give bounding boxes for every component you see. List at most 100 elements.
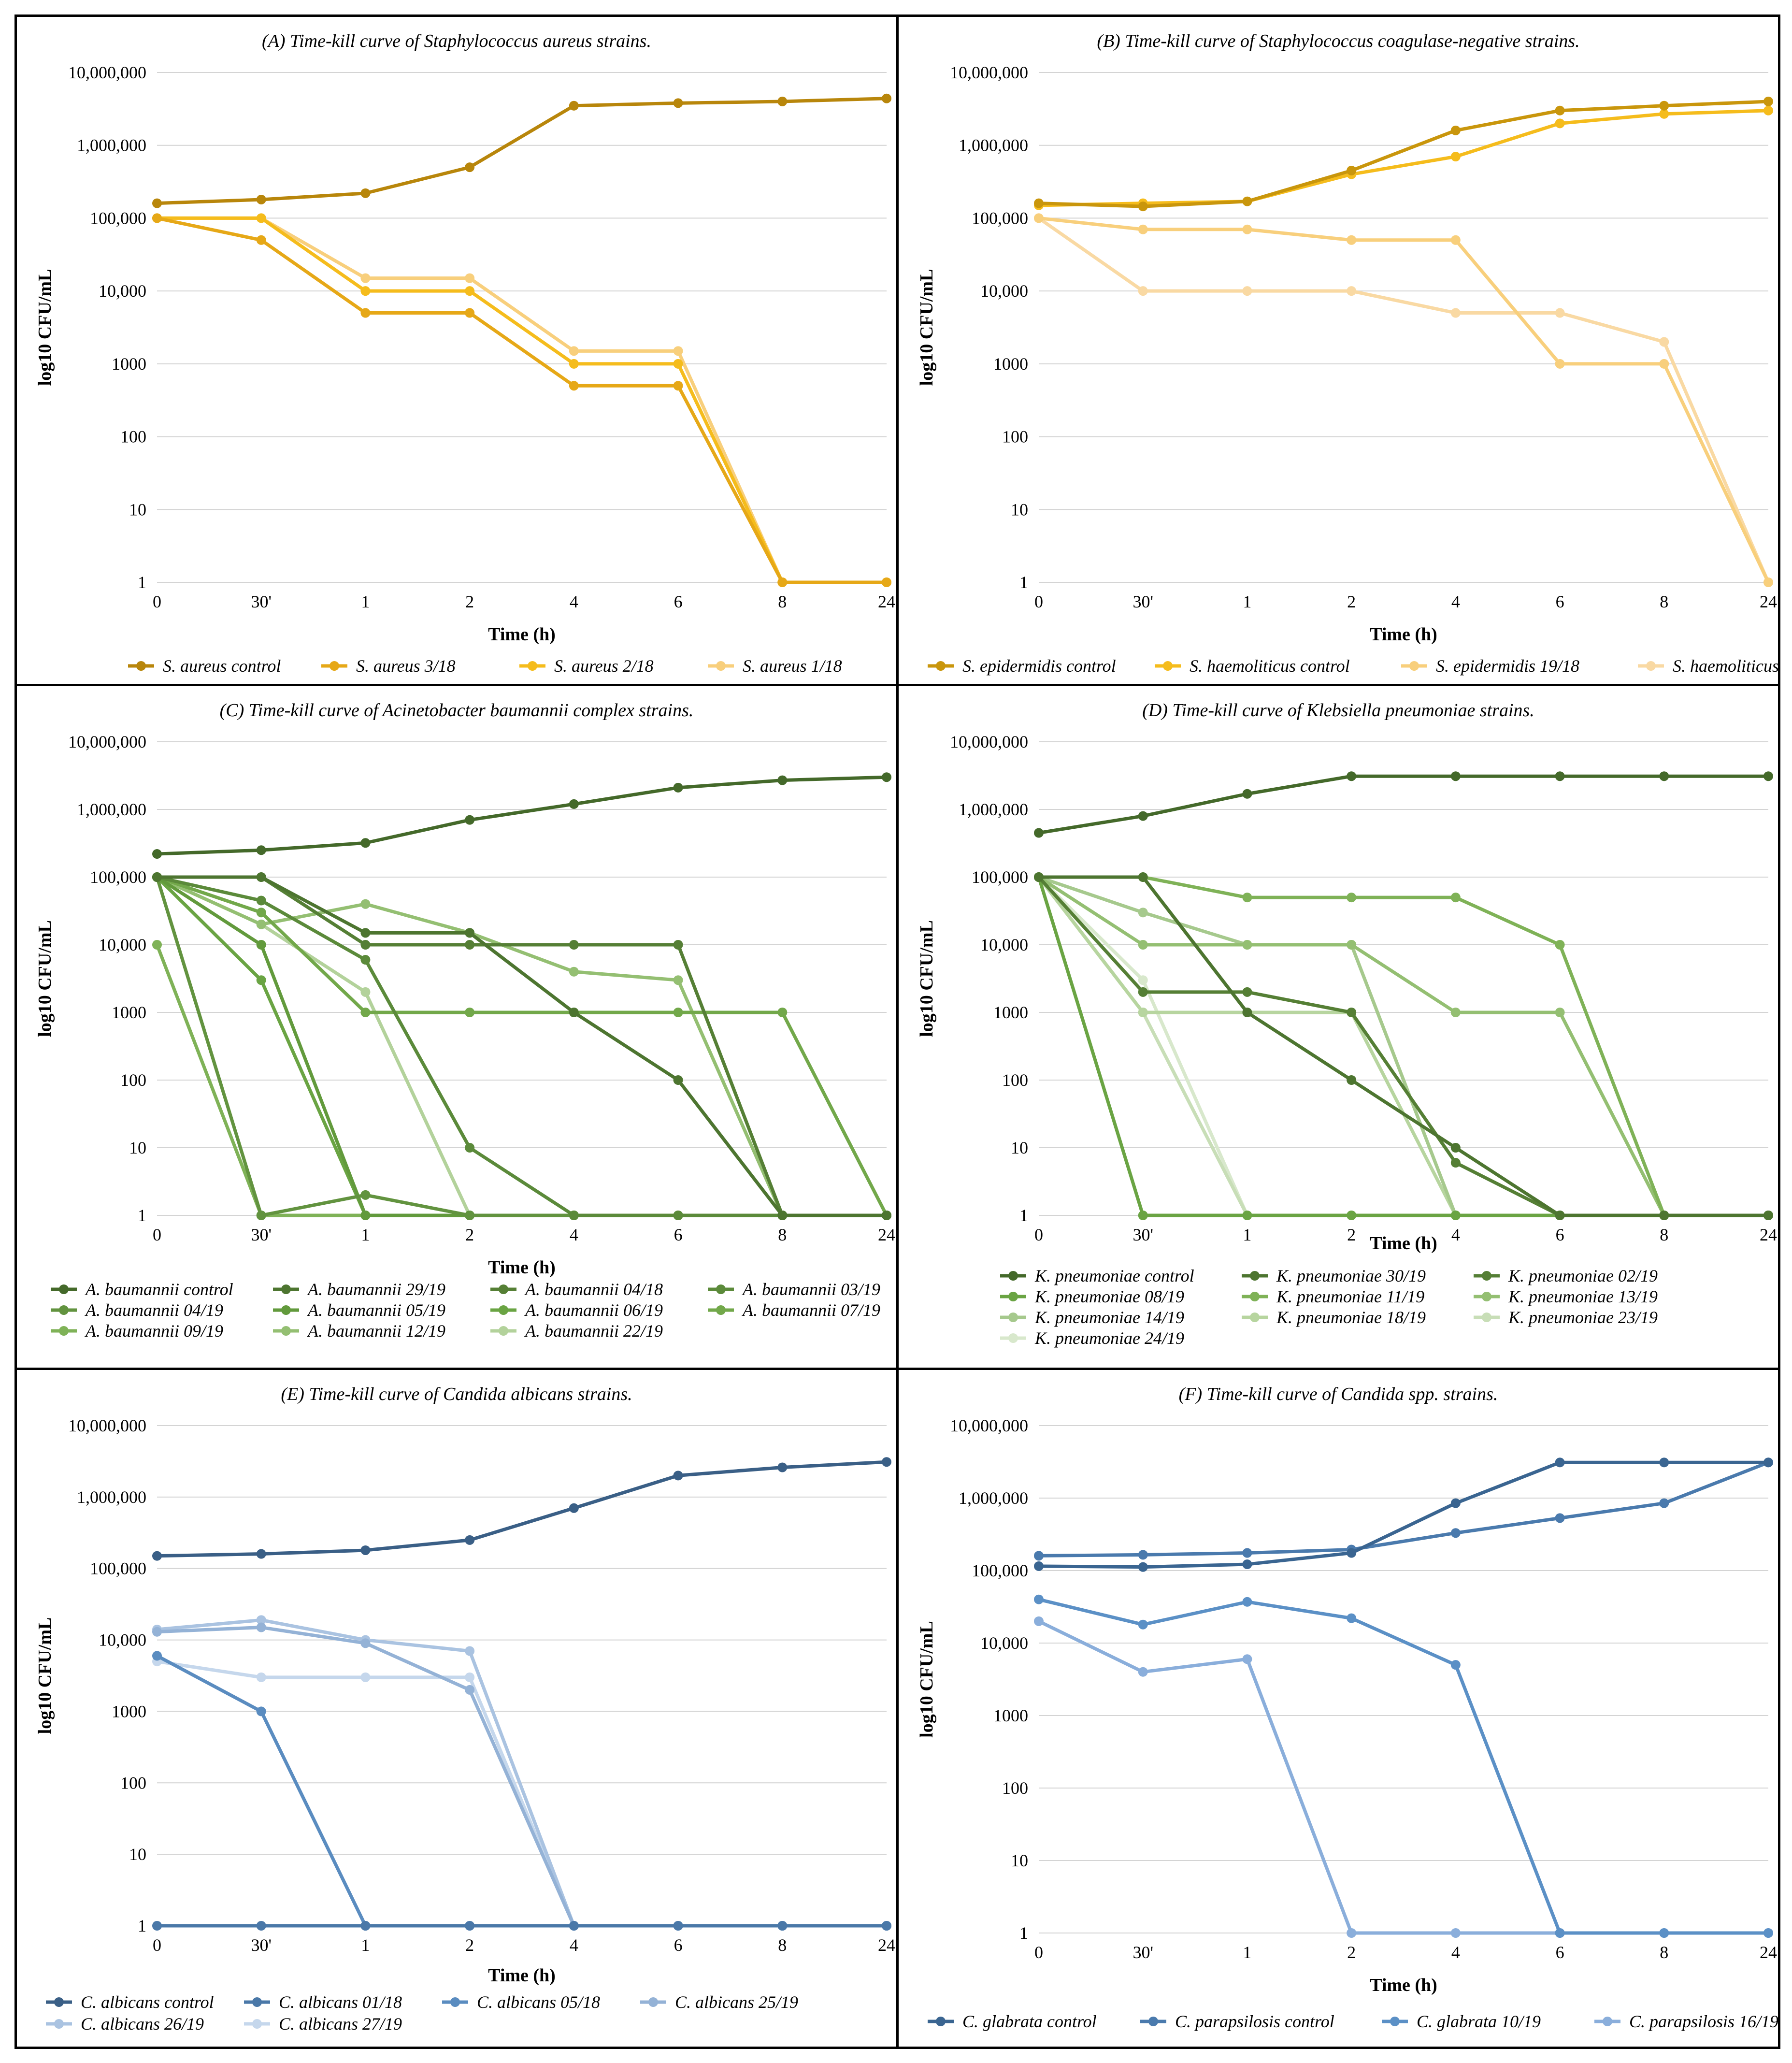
y-tick-label: 100,000	[972, 1561, 1028, 1580]
series-line	[1037, 109, 1770, 207]
legend-swatch-marker	[59, 1326, 69, 1336]
data-point	[1138, 987, 1148, 997]
data-point	[1763, 1457, 1773, 1468]
data-point	[777, 1008, 788, 1017]
data-point	[256, 940, 266, 950]
x-tick-label: 2	[1347, 592, 1356, 611]
data-point	[673, 940, 683, 950]
series-line	[155, 875, 889, 1217]
data-point	[465, 928, 475, 938]
data-point	[569, 1008, 579, 1017]
x-tick-label: 6	[674, 592, 683, 611]
data-point	[1138, 975, 1148, 985]
series-line	[155, 1618, 889, 1928]
x-tick-label: 30'	[1133, 1943, 1153, 1962]
data-point	[569, 381, 579, 391]
x-tick-label: 6	[1556, 1943, 1564, 1962]
data-point	[256, 1921, 266, 1931]
data-point	[465, 1143, 475, 1153]
legend-swatch-marker	[716, 1305, 726, 1315]
series-s-epidermidis-19-18	[1034, 213, 1773, 587]
y-tick-label: 10,000,000	[950, 732, 1028, 751]
data-point	[1347, 940, 1357, 950]
legend-label: S. epidermidis control	[962, 656, 1116, 676]
series-k-pneumoniae-control	[1034, 771, 1773, 838]
x-tick-label: 0	[153, 592, 161, 611]
legend-item: C. albicans 26/19	[46, 2014, 204, 2034]
x-axis-label: Time (h)	[1370, 624, 1437, 645]
data-point	[1659, 109, 1669, 119]
series-line	[1037, 875, 1770, 1217]
data-point	[569, 1211, 579, 1220]
y-tick-label: 10,000,000	[68, 63, 146, 82]
legend-item: C. albicans 25/19	[640, 1992, 798, 2012]
legend-swatch-marker	[1482, 1271, 1491, 1281]
series-a-baumannii-29-19	[152, 872, 891, 1220]
data-point	[256, 235, 266, 245]
data-point	[1659, 1928, 1669, 1938]
x-tick-label: 8	[1660, 592, 1668, 611]
data-point	[1242, 1597, 1252, 1607]
legend-label: C. albicans 27/19	[279, 2014, 402, 2034]
data-point	[1763, 771, 1773, 781]
data-point	[465, 1535, 475, 1545]
chart-title: (E) Time-kill curve of Candida albicans …	[281, 1384, 632, 1404]
chart-title: (C) Time-kill curve of Acinetobacter bau…	[220, 700, 694, 721]
series-line	[155, 216, 889, 584]
y-tick-label: 10,000,000	[950, 63, 1028, 82]
y-tick-label: 1,000,000	[959, 800, 1028, 819]
data-point	[256, 895, 266, 906]
data-point	[1242, 1654, 1252, 1664]
data-point	[1242, 1211, 1252, 1220]
data-point	[1138, 811, 1148, 821]
data-point	[465, 1672, 475, 1682]
y-tick-label: 10,000	[980, 935, 1028, 954]
x-tick-label: 4	[1451, 1225, 1460, 1244]
legend-label: C. parapsilosis 16/19	[1629, 2012, 1778, 2031]
x-tick-label: 8	[778, 1225, 787, 1244]
series-k-pneumoniae-24-19	[1034, 872, 1773, 1220]
legend-item: C. albicans 05/18	[442, 1992, 600, 2012]
series-s-epidermidis-control	[1034, 96, 1773, 212]
legend-item: K. pneumoniae 18/19	[1242, 1308, 1426, 1327]
data-point	[152, 1551, 162, 1561]
data-point	[882, 93, 891, 103]
x-tick-label: 8	[778, 1935, 787, 1955]
data-point	[1138, 1562, 1148, 1572]
x-tick-label: 6	[674, 1225, 683, 1244]
legend-item: S. aureus 2/18	[519, 656, 654, 676]
legend-label: K. pneumoniae 14/19	[1034, 1308, 1184, 1327]
series-line	[155, 216, 889, 584]
legend-label: A. baumannii 03/19	[742, 1280, 880, 1299]
legend-swatch-marker	[936, 2017, 946, 2026]
data-point	[256, 1672, 266, 1682]
data-point	[673, 1921, 683, 1931]
x-tick-label: 6	[674, 1935, 683, 1955]
data-point	[569, 101, 579, 111]
x-tick-label: 4	[570, 592, 578, 611]
y-tick-label: 10,000	[980, 1633, 1028, 1653]
series-line	[1037, 216, 1770, 584]
legend-swatch-marker	[54, 1997, 64, 2007]
chart-c-svg: (C) Time-kill curve of Acinetobacter bau…	[35, 700, 895, 1341]
data-point	[1034, 1561, 1044, 1571]
data-point	[882, 1457, 891, 1467]
legend-item: S. haemoliticus 28/18	[1638, 656, 1778, 676]
panel-d-klebsiella: (D) Time-kill curve of Klebsiella pneumo…	[896, 684, 1780, 1370]
y-tick-label: 10	[1011, 1138, 1028, 1157]
legend-item: C. albicans 01/18	[244, 1992, 402, 2012]
series-c-albicans-27-19	[152, 1657, 891, 1931]
series-k-pneumoniae-30-19	[1034, 872, 1773, 1220]
legend-swatch-marker	[1008, 1313, 1018, 1322]
series-c-parapsilosis-control	[1034, 1457, 1773, 1561]
data-point	[360, 1008, 371, 1017]
data-point	[360, 928, 371, 938]
chart-e-svg: (E) Time-kill curve of Candida albicans …	[35, 1384, 895, 2034]
legend-label: S. aureus 3/18	[356, 656, 456, 676]
y-tick-label: 10	[129, 1845, 146, 1864]
y-tick-label: 10,000,000	[68, 732, 146, 751]
data-point	[777, 577, 788, 587]
x-tick-label: 0	[1034, 592, 1043, 611]
data-point	[1138, 202, 1148, 212]
legend-label: A. baumannii control	[85, 1280, 233, 1299]
